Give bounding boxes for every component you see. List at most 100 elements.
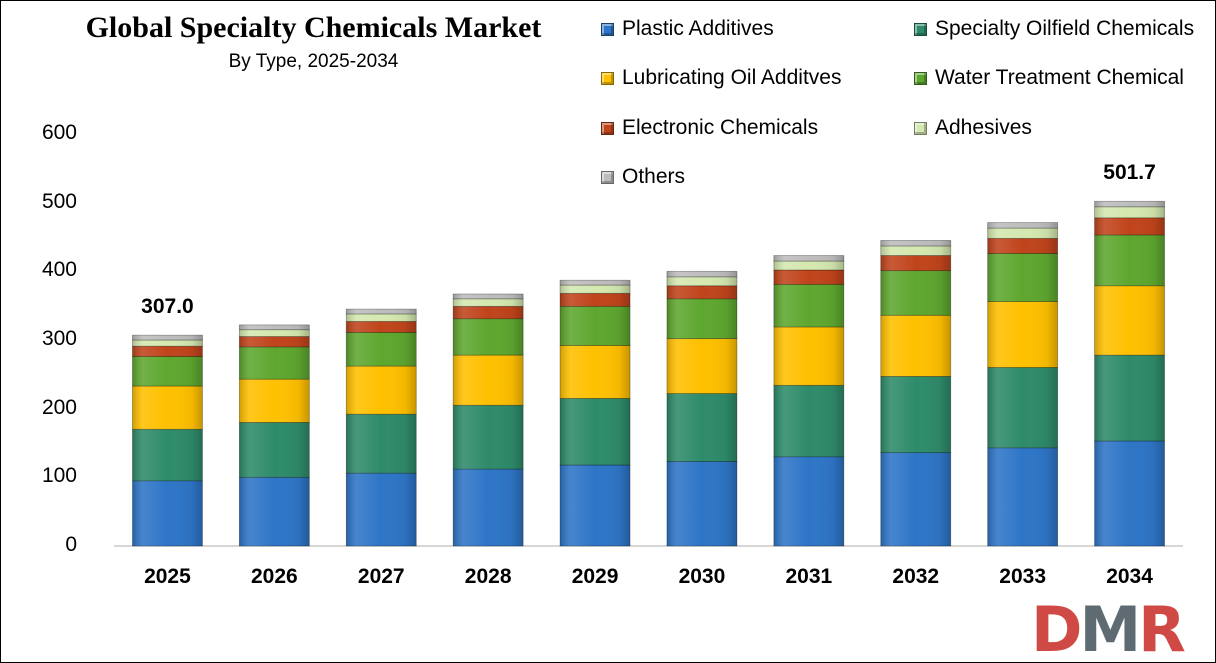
bar-segment: [987, 301, 1059, 368]
bar-segment: [452, 298, 524, 307]
legend-item-adhesives: Adhesives: [914, 116, 1032, 140]
bar-segment: [132, 480, 203, 547]
legend-swatch: [914, 121, 927, 135]
bar-segment: [345, 365, 417, 415]
bar-segment: [1094, 440, 1165, 547]
bar-segment: [773, 260, 845, 271]
bar-segment: [238, 346, 310, 380]
bar-segment: [666, 338, 738, 394]
bar-segment: [1094, 234, 1165, 287]
bar-segment: [773, 456, 845, 547]
chart-title: Global Specialty Chemicals Market: [85, 11, 542, 44]
bar-segment: [132, 345, 203, 357]
bar-segment: [773, 255, 845, 262]
bar-segment: [666, 461, 738, 547]
bar-segment: [666, 270, 738, 278]
bar-segment: [238, 378, 310, 423]
bar-segment: [345, 313, 417, 322]
bar-segment: [773, 269, 845, 285]
bar-segment: [666, 393, 738, 462]
legend-label: Electronic Chemicals: [622, 116, 819, 139]
bar-segment: [773, 283, 845, 328]
bar-segment: [132, 356, 203, 387]
x-tick-label: 2025: [144, 565, 191, 588]
bar-segment: [345, 321, 417, 333]
legend-item-electronic-chemicals: Electronic Chemicals: [601, 116, 818, 140]
legend-label: Plastic Additives: [622, 17, 774, 40]
bar-segment: [559, 397, 631, 466]
bar-segment: [132, 385, 203, 430]
bar-segment: [345, 332, 417, 367]
bar-segment: [238, 421, 310, 478]
legend-swatch: [601, 22, 614, 36]
bar-segment: [559, 305, 631, 346]
legend-swatch: [601, 121, 614, 135]
bar-segment: [987, 227, 1059, 239]
chart-subtitle: By Type, 2025-2034: [228, 51, 399, 72]
y-tick-label: 0: [65, 533, 77, 556]
y-tick-label: 400: [41, 258, 77, 282]
legend-item-plastic-additives: Plastic Additives: [601, 17, 774, 41]
x-tick-label: 2034: [1106, 565, 1153, 588]
bar-segment: [452, 318, 524, 356]
bar-segment: [238, 476, 310, 547]
bar-segment: [559, 284, 631, 294]
total-data-label: 307.0: [141, 295, 194, 319]
bar-segment: [1094, 206, 1165, 219]
legend-item-lubricating-oil-additives: Lubricating Oil Additves: [601, 66, 841, 90]
bar-segment: [1094, 285, 1165, 356]
bar-segment: [666, 298, 738, 340]
legend-item-specialty-oilfield-chemicals: Specialty Oilfield Chemicals: [914, 17, 1194, 41]
bar-segment: [880, 270, 952, 316]
legend-label: Others: [622, 165, 686, 188]
x-tick-label: 2030: [678, 565, 726, 588]
bar-segment: [880, 240, 952, 247]
bar-segment: [559, 345, 631, 399]
legend-label: Lubricating Oil Additves: [622, 66, 842, 89]
bar-segment: [452, 404, 524, 470]
legend-label: Specialty Oilfield Chemicals: [935, 17, 1195, 40]
y-tick-label: 100: [41, 464, 77, 488]
legend-swatch: [601, 71, 614, 85]
y-tick-label: 300: [41, 327, 77, 350]
bar-segment: [559, 279, 631, 286]
bar-segment: [452, 293, 524, 300]
bar-segment: [559, 292, 631, 307]
bar-segment: [1094, 217, 1165, 236]
legend-swatch: [914, 71, 927, 85]
legend-swatch: [601, 170, 614, 184]
bar-segment: [345, 472, 417, 547]
legend-label: Water Treatment Chemical: [935, 66, 1184, 89]
bar-segment: [452, 305, 524, 320]
dmr-logo: DMR: [1031, 593, 1186, 663]
y-tick-label: 200: [41, 395, 77, 419]
bar-segment: [452, 354, 524, 406]
bar-segment: [666, 276, 738, 287]
bar-segment: [880, 245, 952, 256]
legend-item-others: Others: [601, 165, 685, 189]
bar-segment: [238, 324, 310, 331]
bar-segment: [987, 222, 1059, 229]
x-tick-label: 2032: [892, 565, 940, 588]
y-tick-label: 600: [41, 121, 77, 144]
bar-segment: [987, 447, 1059, 547]
bar-segment: [987, 237, 1059, 254]
x-tick-label: 2028: [464, 565, 512, 588]
bar-segment: [452, 468, 524, 547]
bar-segment: [987, 253, 1059, 302]
bar-segment: [132, 428, 203, 482]
bar-segment: [666, 285, 738, 300]
bar-segment: [773, 326, 845, 386]
x-tick-label: 2026: [250, 565, 298, 588]
bar-segment: [1094, 354, 1165, 442]
legend-item-water-treatment-chemical: Water Treatment Chemical: [914, 66, 1184, 90]
x-tick-label: 2033: [999, 565, 1046, 588]
bar-segment: [773, 384, 845, 458]
bar-segment: [238, 336, 310, 348]
bar-segment: [345, 413, 417, 474]
x-tick-label: 2027: [357, 565, 405, 588]
x-tick-label: 2031: [785, 565, 833, 588]
y-tick-label: 500: [41, 189, 77, 213]
